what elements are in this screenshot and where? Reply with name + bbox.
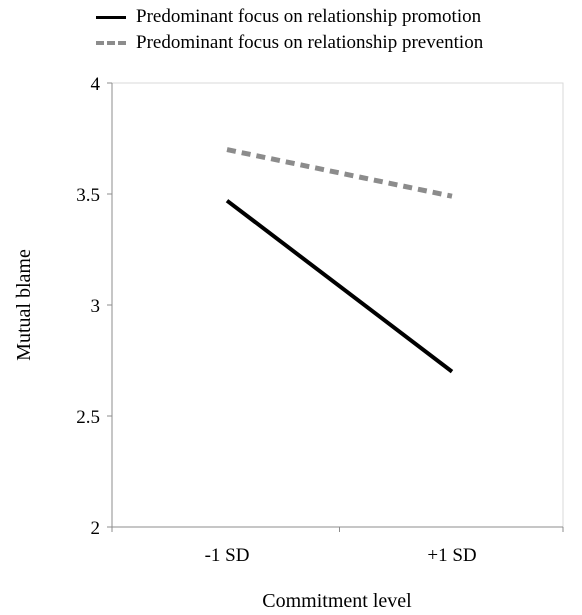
x-axis-title: Commitment level <box>262 590 412 612</box>
series-layer <box>225 147 454 374</box>
legend-item-prevention: Predominant focus on relationship preven… <box>96 30 483 56</box>
y-axis-title: Mutual blame <box>13 249 35 361</box>
y-tick-label: 4 <box>91 74 101 95</box>
x-tick-label: +1 SD <box>427 545 476 566</box>
legend-item-promotion: Predominant focus on relationship promot… <box>96 4 483 30</box>
y-ticks: 2 2.5 3 3.5 4 <box>76 74 112 539</box>
x-tick-label: -1 SD <box>205 545 250 566</box>
y-tick-label: 2.5 <box>76 407 100 428</box>
y-tick-label: 3.5 <box>76 185 100 206</box>
legend-label-promotion: Predominant focus on relationship promot… <box>136 6 482 27</box>
y-tick-label: 3 <box>91 296 101 317</box>
y-tick-label: 2 <box>91 518 101 539</box>
legend-swatch-prevention <box>96 41 126 45</box>
legend: Predominant focus on relationship promot… <box>96 4 483 56</box>
x-ticks: -1 SD +1 SD <box>111 527 564 566</box>
series-line-prevention <box>226 147 453 199</box>
legend-label-prevention: Predominant focus on relationship preven… <box>136 32 484 53</box>
series-line-promotion <box>225 199 454 374</box>
legend-swatch-promotion <box>96 15 126 19</box>
plot-area-frame <box>111 82 564 528</box>
